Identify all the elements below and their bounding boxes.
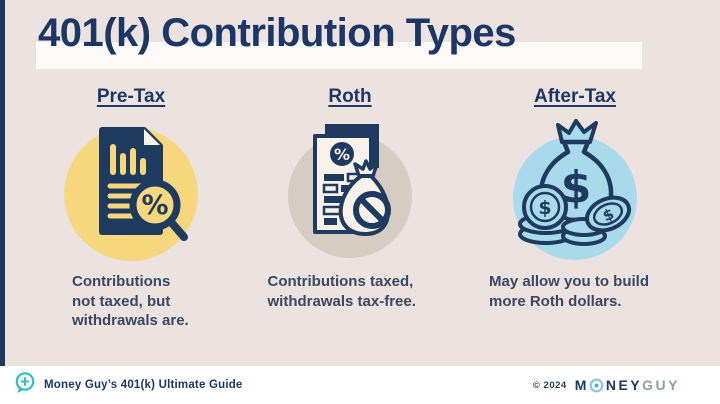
left-accent-strip — [0, 0, 5, 366]
logo-letters-guy: GUY — [642, 377, 680, 393]
column-header-aftertax: After-Tax — [534, 86, 616, 107]
footer-right: © 2024 M NEY GUY — [533, 377, 680, 393]
lens-ring-icon — [589, 377, 604, 393]
svg-text:%: % — [141, 190, 168, 221]
logo-letter-m: M — [574, 377, 589, 393]
column-roth: Roth % Contributions taxed, w — [250, 86, 450, 311]
money-bag-coins-icon: $ $ $ — [500, 114, 650, 264]
page-title: 401(k) Contribution Types — [38, 11, 516, 55]
moneyguy-logo: M NEY GUY — [575, 377, 680, 393]
column-pretax: Pre-Tax % — [35, 86, 227, 331]
speech-bubble-plus-icon — [14, 371, 36, 400]
logo-letters-ney: NEY — [605, 377, 643, 393]
tax-document-magnifier-percent-icon: % — [56, 114, 206, 264]
title-highlight-strip — [36, 42, 642, 69]
svg-text:$: $ — [538, 197, 551, 219]
taxed-document-money-bag-no-tax-icon: % — [275, 114, 425, 264]
column-description-roth: Contributions taxed, withdrawals tax-fre… — [267, 273, 416, 310]
footer-guide-label: Money Guy’s 401(k) Ultimate Guide — [44, 379, 243, 391]
column-header-roth: Roth — [328, 86, 372, 107]
svg-text:%: % — [334, 145, 350, 164]
column-description-aftertax: May allow you to build more Roth dollars… — [489, 273, 650, 310]
column-header-pretax: Pre-Tax — [96, 86, 166, 107]
column-description-pretax: Contributions not taxed, but withdrawals… — [72, 273, 189, 329]
copyright-text: © 2024 — [532, 379, 567, 391]
column-aftertax: After-Tax $ $ $ May allow — [467, 86, 683, 311]
footer-left: Money Guy’s 401(k) Ultimate Guide — [14, 371, 243, 400]
footer-bar: Money Guy’s 401(k) Ultimate Guide © 2024… — [0, 366, 720, 404]
